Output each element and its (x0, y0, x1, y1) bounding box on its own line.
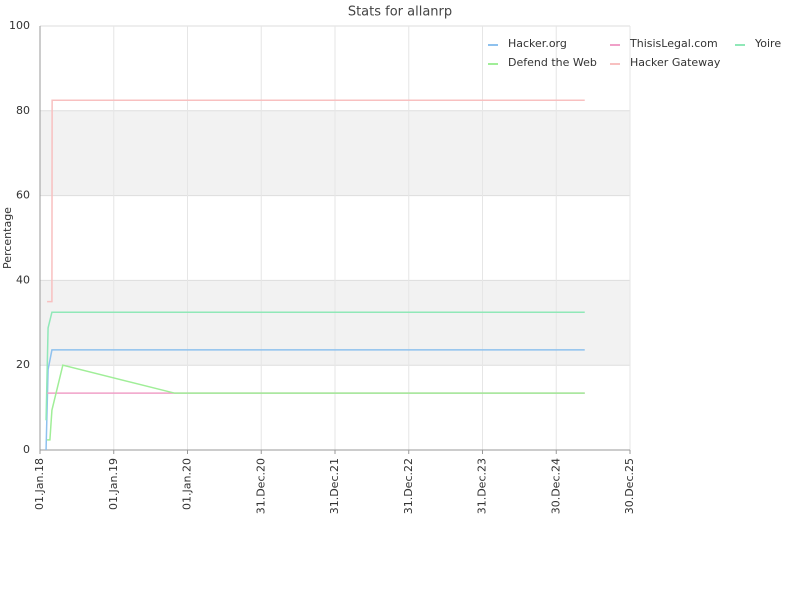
legend-label: Defend the Web (508, 56, 597, 69)
legend-label: Hacker.org (508, 37, 567, 50)
legend-label: Yoire (754, 37, 781, 50)
y-tick-label: 60 (16, 189, 30, 202)
x-tick-label: 31.Dec.22 (402, 458, 415, 514)
y-tick-label: 20 (16, 358, 30, 371)
legend-item: ThisisLegal.com (610, 37, 718, 50)
y-tick-label: 40 (16, 273, 30, 286)
chart-title: Stats for allanrp (348, 5, 452, 20)
y-tick-label: 80 (16, 104, 30, 117)
x-tick-label: 30.Dec.24 (549, 458, 562, 514)
x-tick-label: 30.Dec.25 (623, 458, 636, 514)
legend-label: Hacker Gateway (630, 56, 721, 69)
y-tick-label: 0 (23, 443, 30, 456)
x-tick-label: 01.Jan.20 (181, 458, 194, 510)
legend-item: Defend the Web (488, 56, 597, 69)
series-line (45, 311, 585, 421)
series-line (47, 364, 585, 441)
x-tick-label: 01.Jan.19 (107, 458, 120, 510)
x-tick-label: 31.Dec.21 (328, 458, 341, 514)
series-line (45, 349, 585, 451)
legend-item: Yoire (735, 37, 781, 50)
series-line (47, 99, 585, 303)
legend-item: Hacker.org (488, 37, 567, 50)
legend-item: Hacker Gateway (610, 56, 721, 69)
x-tick-label: 31.Dec.23 (476, 458, 489, 514)
y-tick-label: 100 (9, 19, 30, 32)
x-tick-label: 01.Jan.18 (33, 458, 46, 510)
legend-label: ThisisLegal.com (629, 37, 718, 50)
y-axis-label: Percentage (1, 207, 14, 269)
x-tick-label: 31.Dec.20 (254, 458, 267, 514)
